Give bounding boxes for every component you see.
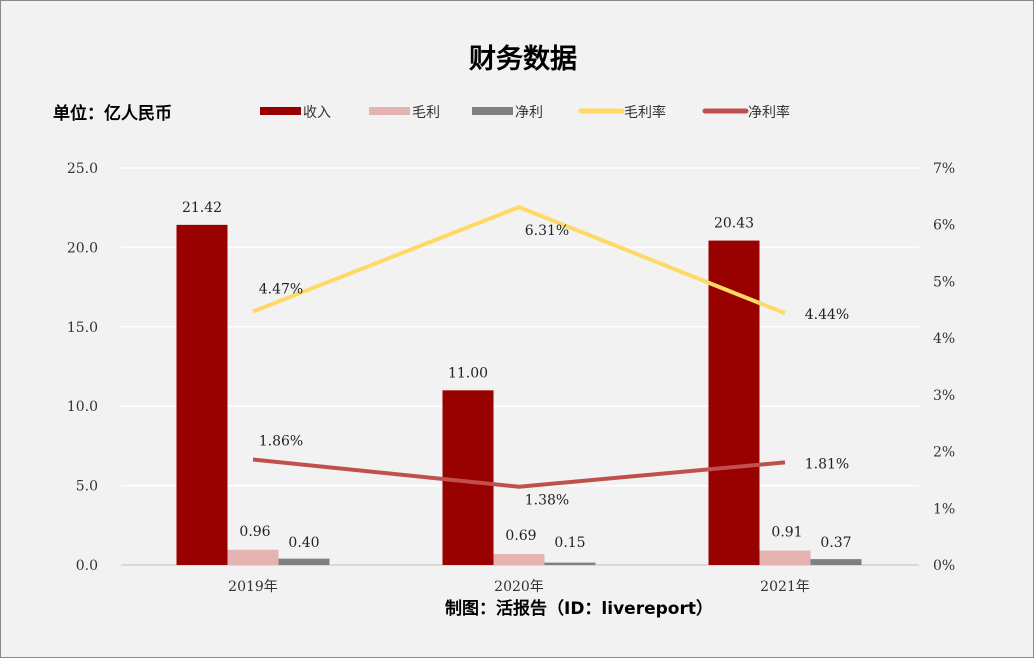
bar-毛利 [227,549,279,565]
line-data-label: 1.81% [805,456,849,472]
y2-tick-label: 4% [933,331,955,347]
y2-tick-label: 7% [933,161,955,177]
y2-tick-label: 2% [933,445,955,461]
y-tick-label: 5.0 [76,479,98,495]
x-tick-label: 2021年 [760,579,810,595]
bar-收入 [708,240,760,565]
bar-data-label: 0.15 [554,535,585,551]
bar-毛利 [493,554,545,565]
y2-tick-label: 3% [933,388,955,404]
legend-label: 毛利 [412,105,440,121]
bar-data-label: 0.40 [288,535,319,551]
y-tick-label: 15.0 [67,320,98,336]
y-tick-label: 0.0 [76,558,98,574]
legend-swatch [472,107,513,115]
bar-data-label: 20.43 [714,216,754,232]
legend-label: 收入 [303,105,331,121]
line-净利率 [252,457,786,489]
legend-label: 净利率 [748,104,790,121]
legend-label: 净利 [515,105,543,121]
x-tick-label: 2019年 [228,579,278,595]
line-data-label: 1.38% [525,493,569,509]
bar-data-label: 0.69 [505,528,536,544]
y2-tick-label: 1% [933,501,955,517]
line-data-label: 4.44% [805,307,849,323]
bar-data-label: 0.96 [239,524,270,540]
chart-title: 财务数据 [469,44,577,75]
y-tick-label: 10.0 [67,399,98,415]
legend-label: 毛利率 [624,104,666,121]
bar-净利 [810,559,862,565]
y2-tick-label: 6% [933,218,955,234]
y2-tick-label: 5% [933,274,955,290]
line-毛利率 [252,204,786,316]
bar-收入 [176,224,228,565]
source-label: 制图：活报告（ID：livereport） [445,598,713,619]
bar-毛利 [759,550,811,565]
bar-净利 [544,562,596,565]
line-data-label: 6.31% [525,223,569,239]
bar-净利 [278,558,330,565]
bar-data-label: 11.00 [448,365,488,381]
bar-data-label: 0.37 [820,535,851,551]
bar-data-label: 21.42 [182,200,222,216]
x-tick-label: 2020年 [494,579,544,595]
bar-收入 [442,390,494,565]
y2-tick-label: 0% [933,558,955,574]
y-tick-label: 25.0 [67,161,98,177]
line-data-label: 4.47% [259,281,303,297]
bar-data-label: 0.91 [771,525,802,541]
legend-swatch [260,107,301,115]
line-data-label: 1.86% [259,434,303,450]
legend-swatch [369,107,410,115]
y-tick-label: 20.0 [67,240,98,256]
unit-label: 单位：亿人民币 [53,103,172,124]
